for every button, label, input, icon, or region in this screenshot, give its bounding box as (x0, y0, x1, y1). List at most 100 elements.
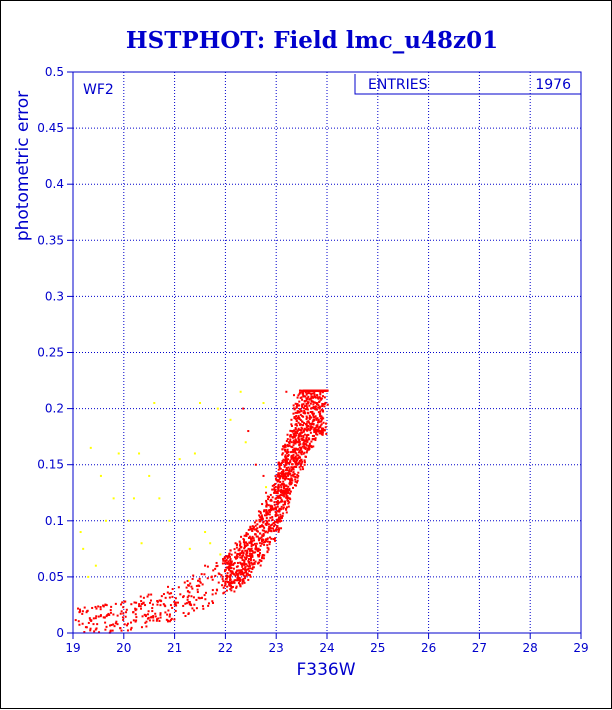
data-point (319, 410, 322, 413)
y-tick-label: 0.4 (45, 177, 64, 191)
data-point (89, 629, 92, 632)
data-point (279, 515, 282, 518)
data-point (156, 599, 159, 602)
data-point (300, 437, 303, 440)
data-point (299, 464, 302, 467)
data-point (294, 462, 297, 465)
data-point (296, 416, 299, 419)
data-point (234, 542, 237, 545)
data-point (277, 474, 280, 477)
data-point (158, 497, 161, 500)
data-point (265, 501, 268, 504)
data-point (308, 442, 311, 445)
data-point (247, 574, 250, 577)
data-point (290, 454, 293, 457)
data-point (312, 406, 315, 409)
data-point (247, 558, 250, 561)
data-point (129, 628, 132, 631)
data-point (292, 439, 295, 442)
data-point (144, 604, 147, 607)
data-point (305, 402, 308, 405)
data-point (292, 453, 295, 456)
data-point (265, 499, 268, 502)
data-point (142, 601, 145, 604)
data-point (287, 466, 290, 469)
data-point (289, 483, 292, 486)
data-point (187, 584, 190, 587)
data-point (193, 609, 196, 612)
data-point (284, 445, 287, 448)
data-point (277, 485, 280, 488)
data-point (282, 506, 285, 509)
data-point (190, 595, 193, 598)
data-point (254, 547, 257, 550)
data-point (296, 479, 299, 482)
data-point (244, 575, 247, 578)
data-point (248, 570, 251, 573)
data-point (255, 545, 258, 548)
data-point (278, 518, 281, 521)
data-point (290, 424, 293, 427)
data-point (248, 548, 251, 551)
data-point (258, 532, 261, 535)
data-point (295, 406, 298, 409)
data-point (249, 548, 252, 551)
data-point (303, 405, 306, 408)
data-point (269, 499, 272, 502)
data-point (255, 535, 258, 538)
data-point (301, 431, 304, 434)
data-point (265, 491, 268, 494)
data-point (191, 607, 194, 610)
x-tick-label: 25 (370, 641, 385, 655)
data-point (284, 455, 287, 458)
data-point (255, 542, 258, 545)
data-point (269, 507, 272, 510)
data-point (238, 554, 241, 557)
data-point (310, 407, 313, 410)
data-point (284, 469, 287, 472)
data-point (121, 601, 124, 604)
data-point (284, 459, 287, 462)
data-point (235, 572, 238, 575)
data-point (122, 606, 125, 609)
data-point (286, 495, 289, 498)
data-point (248, 554, 251, 557)
data-point (295, 481, 298, 484)
data-point (250, 545, 253, 548)
data-point (215, 588, 218, 591)
data-point (283, 465, 286, 468)
data-point (266, 544, 269, 547)
data-point (256, 535, 259, 538)
data-point (86, 609, 89, 612)
data-point (299, 423, 302, 426)
data-point (167, 619, 170, 622)
data-point (278, 465, 281, 468)
data-point (135, 616, 138, 619)
data-point (274, 490, 277, 493)
data-point (293, 447, 296, 450)
data-point (248, 563, 251, 566)
data-point (290, 441, 293, 444)
data-point (296, 396, 299, 399)
data-point (242, 407, 245, 410)
data-point (225, 589, 228, 592)
data-point (282, 445, 285, 448)
data-point (104, 621, 107, 624)
data-point (85, 626, 88, 629)
data-point (140, 600, 143, 603)
data-point (196, 591, 199, 594)
data-point (249, 559, 252, 562)
data-point (228, 552, 231, 555)
data-point (158, 619, 161, 622)
data-point (303, 439, 306, 442)
data-point (226, 572, 229, 575)
data-point (245, 571, 248, 574)
data-point (232, 567, 235, 570)
data-point (308, 422, 311, 425)
data-point (303, 409, 306, 412)
data-point (289, 451, 292, 454)
data-point (275, 496, 278, 499)
data-point (284, 478, 287, 481)
data-point (210, 575, 213, 578)
data-point (173, 618, 176, 621)
